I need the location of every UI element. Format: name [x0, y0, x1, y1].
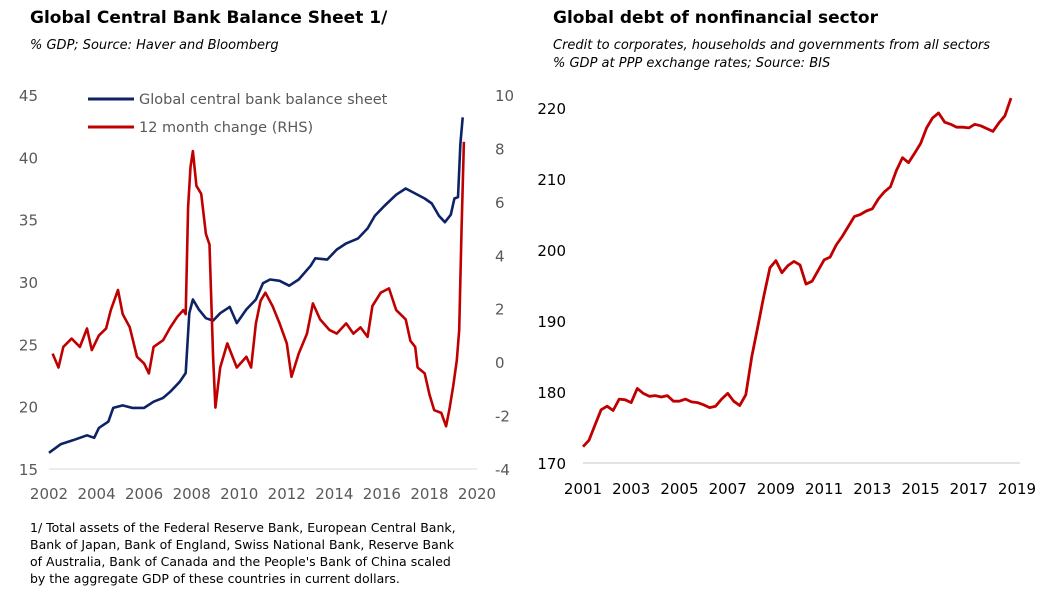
right-chart-x-tick-label: 2005 — [660, 480, 698, 498]
right-y-tick-label: 10 — [495, 87, 514, 105]
series-line-balance-sheet — [48, 117, 464, 454]
right-chart-subtitle-1: Credit to corporates, households and gov… — [553, 38, 991, 53]
left-y-tick-label: 40 — [19, 149, 38, 167]
left-y-tick-label: 15 — [19, 461, 38, 479]
left-y-tick-label: 35 — [19, 212, 38, 230]
left-x-tick-label: 2008 — [173, 485, 211, 503]
left-x-tick-label: 2018 — [410, 485, 448, 503]
left-chart-title: Global Central Bank Balance Sheet 1/ — [30, 8, 388, 28]
series-line-global-debt — [581, 97, 1013, 448]
left-x-tick-label: 2020 — [458, 485, 496, 503]
right-y-tick-label: 4 — [495, 247, 505, 265]
right-y-tick-label: 0 — [495, 354, 505, 372]
right-chart-subtitle-2: % GDP at PPP exchange rates; Source: BIS — [553, 56, 831, 71]
right-chart-x-tick-label: 2013 — [853, 480, 891, 498]
right-chart-x-tick-label: 2001 — [564, 480, 602, 498]
footnote-line: Bank of Japan, Bank of England, Swiss Na… — [30, 537, 454, 552]
right-chart-y-tick-label: 220 — [537, 100, 566, 118]
right-y-tick-label: 2 — [495, 301, 505, 319]
right-y-tick-label: -4 — [495, 461, 510, 479]
right-chart-y-tick-label: 200 — [537, 242, 566, 260]
left-x-tick-label: 2014 — [315, 485, 353, 503]
right-chart-x-tick-label: 2019 — [998, 480, 1036, 498]
right-chart-y-tick-label: 210 — [537, 171, 566, 189]
right-y-tick-label: 6 — [495, 194, 505, 212]
right-chart-y-tick-label: 180 — [537, 384, 566, 402]
right-chart-title: Global debt of nonfinancial sector — [553, 8, 878, 28]
left-y-tick-label: 45 — [19, 87, 38, 105]
left-x-tick-label: 2002 — [30, 485, 68, 503]
right-chart-x-tick-label: 2015 — [901, 480, 939, 498]
legend-label: Global central bank balance sheet — [139, 92, 388, 108]
right-y-tick-label: -2 — [495, 408, 510, 426]
series-line-12-month-change — [51, 141, 466, 428]
right-chart-x-tick-label: 2009 — [757, 480, 795, 498]
left-y-tick-label: 25 — [19, 336, 38, 354]
left-y-tick-label: 30 — [19, 274, 38, 292]
right-chart-y-tick-label: 190 — [537, 313, 566, 331]
legend-label: 12 month change (RHS) — [139, 120, 313, 136]
footnote: 1/ Total assets of the Federal Reserve B… — [30, 519, 456, 587]
right-chart-x-tick-label: 2017 — [950, 480, 988, 498]
footnote-line: of Australia, Bank of Canada and the Peo… — [30, 554, 451, 569]
right-chart-x-tick-label: 2003 — [612, 480, 650, 498]
left-chart-subtitle: % GDP; Source: Haver and Bloomberg — [30, 38, 279, 53]
left-x-tick-label: 2004 — [77, 485, 115, 503]
right-chart-x-tick-label: 2011 — [805, 480, 843, 498]
footnote-line: by the aggregate GDP of these countries … — [30, 571, 400, 586]
right-chart-x-tick-label: 2007 — [709, 480, 747, 498]
right-chart-y-tick-label: 170 — [537, 455, 566, 473]
left-y-tick-label: 20 — [19, 399, 38, 417]
left-x-tick-label: 2016 — [363, 485, 401, 503]
left-x-tick-label: 2006 — [125, 485, 163, 503]
left-x-tick-label: 2010 — [220, 485, 258, 503]
left-x-tick-label: 2012 — [268, 485, 306, 503]
footnote-line: 1/ Total assets of the Federal Reserve B… — [30, 520, 456, 535]
right-y-tick-label: 8 — [495, 140, 505, 158]
